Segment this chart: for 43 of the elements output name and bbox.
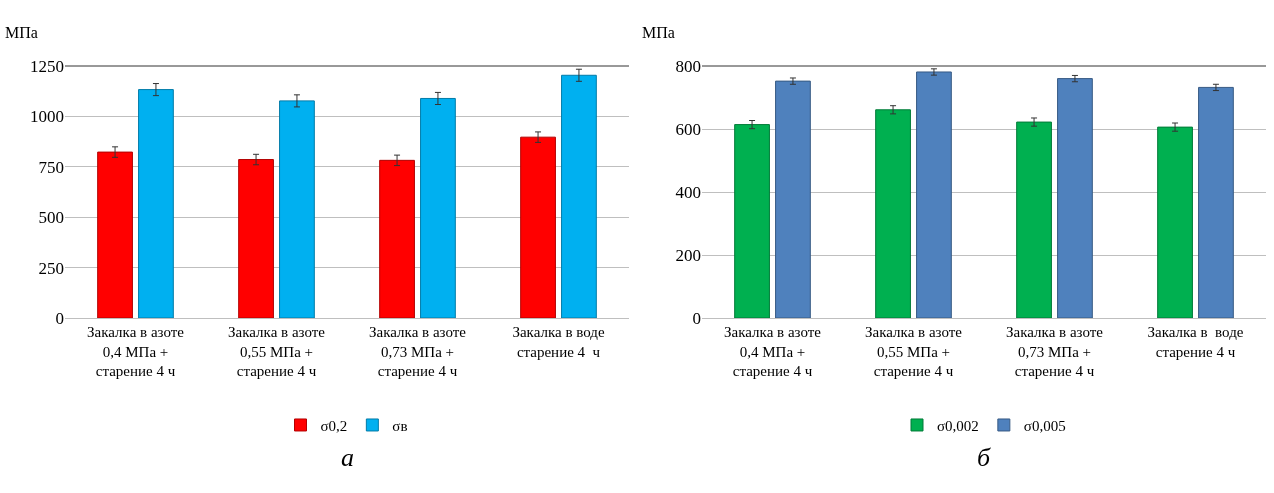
bar — [1157, 126, 1193, 318]
y-tick-label: 0 — [692, 308, 701, 328]
y-axis-title: МПа — [5, 24, 38, 41]
text: б — [977, 443, 991, 472]
y-tick-label: 0 — [55, 308, 64, 328]
x-tick-label: Закалка в азоте 0,73 МПа + старение 4 ч — [369, 324, 467, 379]
x-tick-label: Закалка в азоте 0,55 МПа + старение 4 ч — [228, 324, 326, 379]
legend-label: σ0,005 — [1023, 417, 1066, 434]
legend-label: σ0,002 — [937, 417, 979, 434]
bar — [1057, 78, 1093, 318]
x-tick-label: Закалка в азоте 0,4 МПа + старение 4 ч — [87, 324, 185, 379]
bar — [238, 159, 274, 318]
bar — [279, 100, 315, 318]
x-tick-label: Закалка в азоте 0,73 МПа + старение 4 ч — [1006, 324, 1104, 379]
bar — [734, 124, 770, 318]
bar — [916, 71, 952, 318]
legend-label: σ0,2 — [320, 417, 348, 434]
bar — [1198, 86, 1234, 318]
y-tick-label: 750 — [38, 157, 64, 177]
y-tick-label: 1250 — [30, 56, 64, 76]
y-tick-label: 250 — [38, 258, 64, 278]
bar — [97, 151, 133, 318]
text: а — [341, 443, 354, 472]
y-tick-label: 500 — [38, 208, 64, 228]
bar — [379, 159, 415, 318]
bar — [775, 80, 811, 318]
bar — [138, 89, 174, 318]
bar — [520, 136, 556, 318]
bar — [1016, 121, 1052, 318]
x-tick-label: Закалка в азоте 0,4 МПа + старение 4 ч — [724, 324, 822, 379]
y-tick-label: 800 — [675, 56, 701, 76]
y-axis-title: МПа — [642, 24, 675, 41]
x-tick-label: Закалка в воде старение 4 ч — [512, 324, 605, 360]
y-tick-label: 200 — [675, 245, 701, 265]
y-tick-label: 1000 — [30, 107, 64, 127]
y-tick-label: 400 — [675, 182, 701, 202]
x-tick-label: Закалка в азоте 0,55 МПа + старение 4 ч — [865, 324, 963, 379]
bar — [420, 97, 456, 318]
y-tick-label: 600 — [675, 119, 701, 139]
bar — [561, 74, 597, 318]
legend-label: σв — [392, 417, 408, 434]
x-tick-label: Закалка в воде старение 4 ч — [1147, 324, 1244, 360]
bar — [875, 109, 911, 318]
